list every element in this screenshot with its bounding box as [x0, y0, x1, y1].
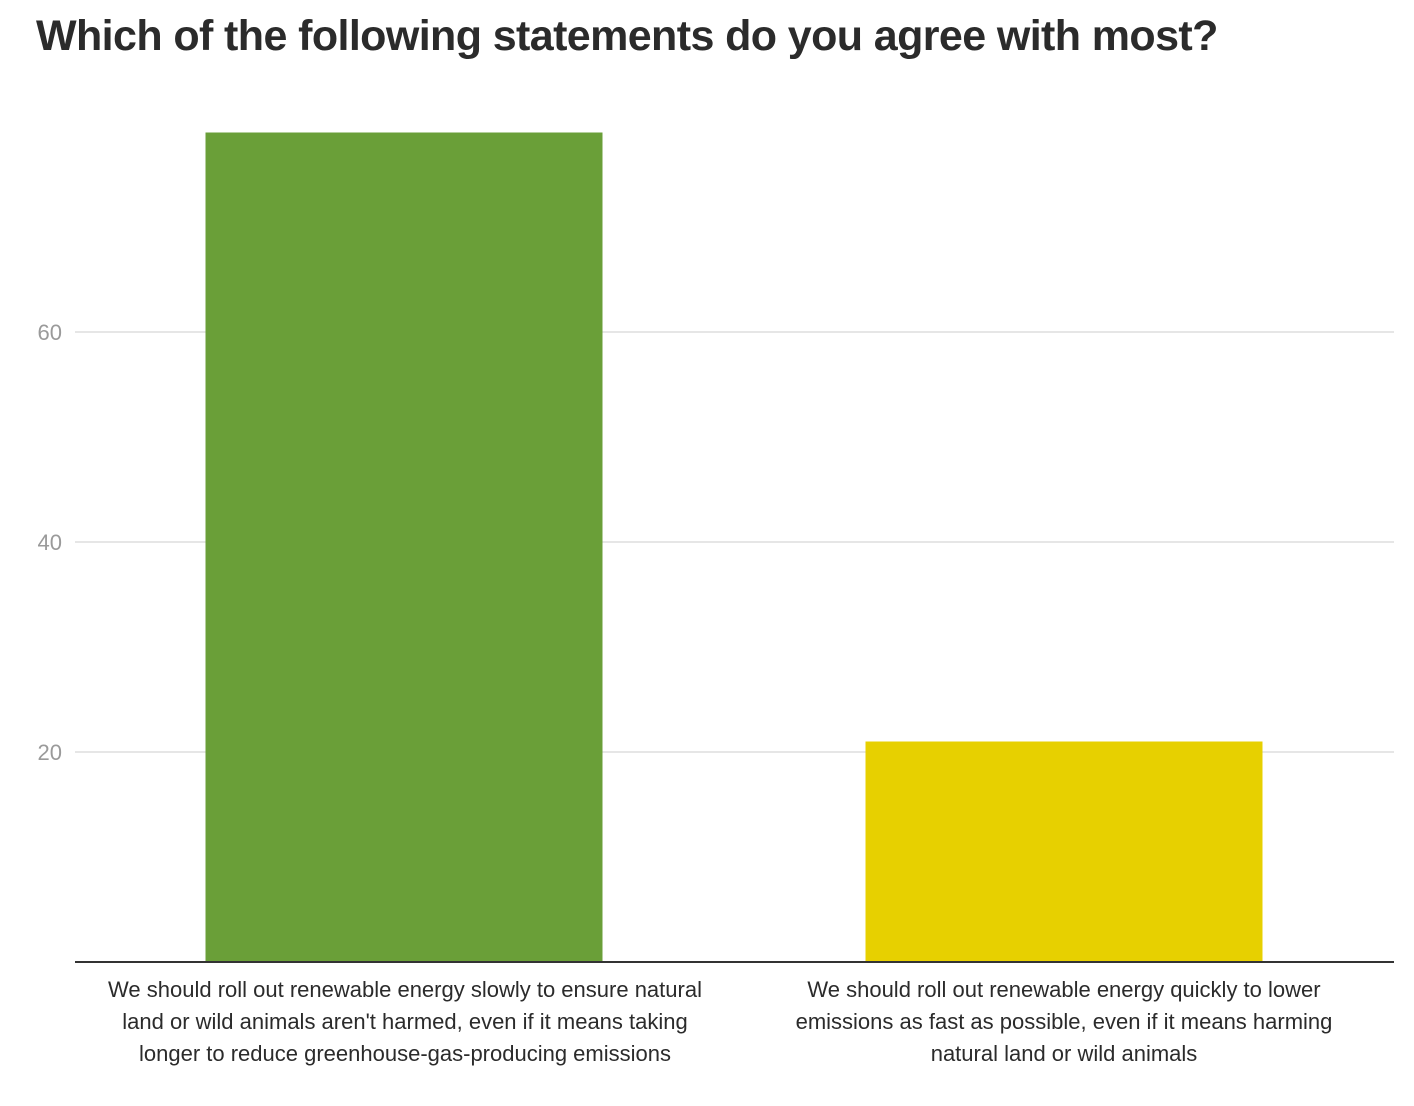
category-label-fast-rollout: We should roll out renewable energy quic… — [795, 977, 1333, 1066]
chart-title: Which of the following statements do you… — [36, 12, 1218, 60]
bar-1 — [205, 132, 603, 962]
category-label-slow-rollout: We should roll out renewable energy slow… — [108, 977, 702, 1066]
y-tick-label-40: 40 — [38, 530, 62, 555]
y-tick-label-20: 20 — [38, 740, 62, 765]
y-tick-label-60: 60 — [38, 320, 62, 345]
bar-2 — [865, 741, 1263, 962]
bars — [205, 132, 1263, 962]
